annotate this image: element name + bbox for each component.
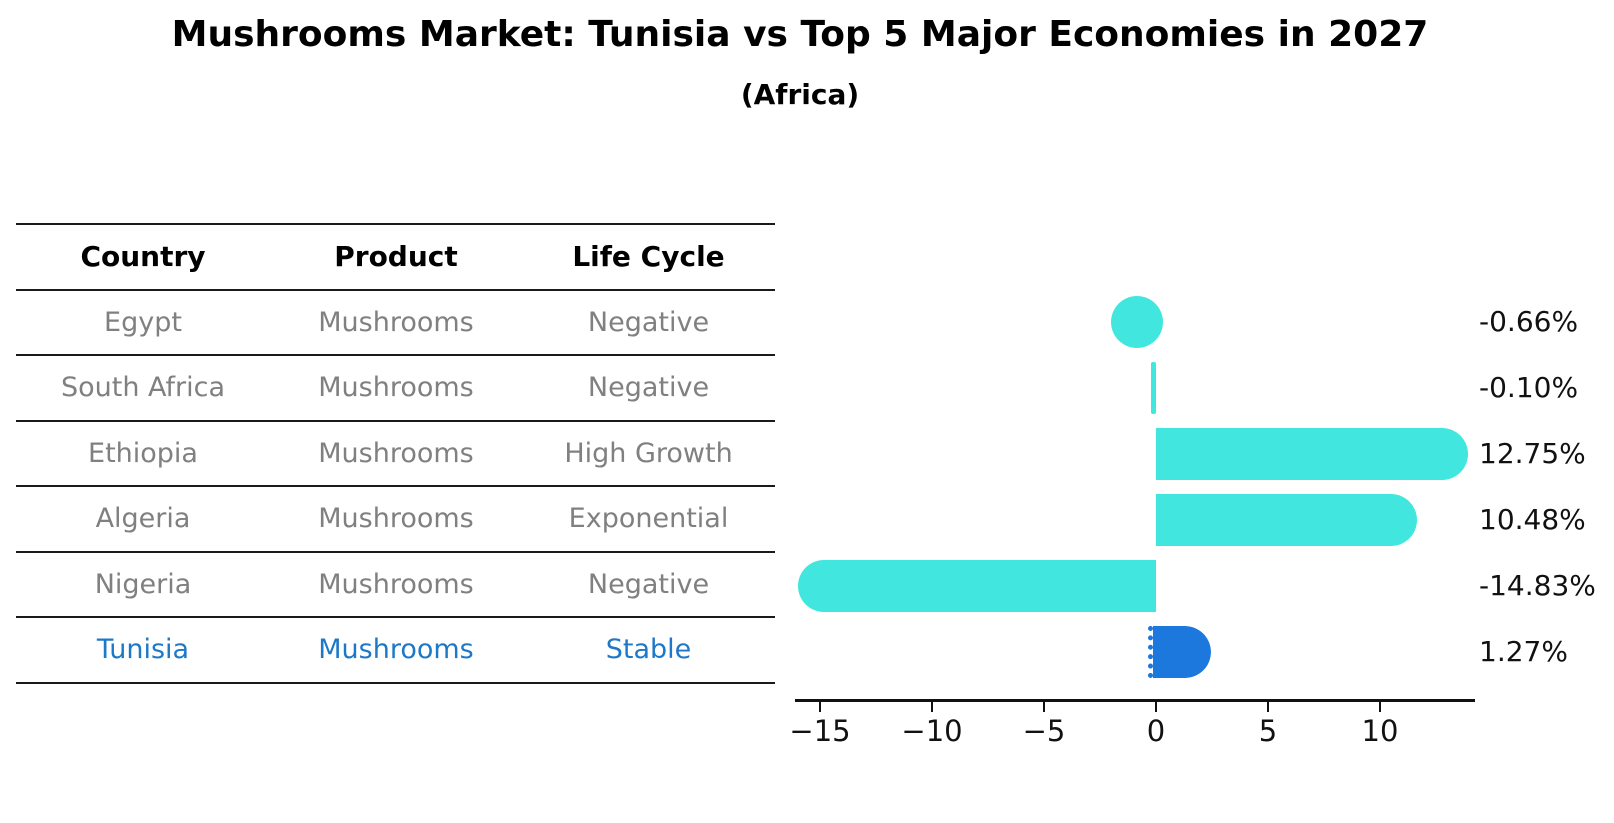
bar-south-africa: [1151, 362, 1156, 414]
bar-egypt: [1111, 296, 1163, 348]
x-tick: [1266, 702, 1270, 712]
x-tick: [1042, 702, 1046, 712]
table-cell-life_cycle: Negative: [587, 306, 710, 338]
bar-algeria: [1156, 494, 1417, 546]
table-cell-country: Tunisia: [96, 634, 190, 666]
table-cell-life_cycle: Exponential: [568, 503, 729, 535]
table-row: Ethiopia Mushrooms High Growth: [16, 422, 775, 487]
country-table: Country Product Life Cycle Egypt Mushrooms Ne…: [16, 223, 775, 684]
x-tick: [930, 702, 934, 712]
x-tick: [1378, 702, 1382, 712]
table-cell-product: Mushrooms: [318, 503, 474, 535]
table-row: Algeria Mushrooms Exponential: [16, 487, 775, 553]
x-tick-label: 0: [1146, 714, 1166, 748]
value-label-ethiopia: 12.75%: [1479, 437, 1586, 470]
table-cell-life_cycle: High Growth: [564, 437, 733, 469]
table-header-cell: Product: [334, 240, 458, 274]
x-tick-label: 5: [1258, 714, 1278, 748]
table-cell-product: Mushrooms: [318, 372, 474, 404]
table-row: Egypt Mushrooms Negative: [16, 291, 775, 356]
bar-tunisia: [1148, 626, 1212, 678]
chart-title: Mushrooms Market: Tunisia vs Top 5 Major…: [171, 14, 1429, 55]
value-label-egypt: -0.66%: [1479, 305, 1579, 338]
chart-subtitle: (Africa): [740, 78, 860, 111]
table-cell-product: Mushrooms: [318, 634, 474, 666]
table-header-cell: Country: [80, 240, 206, 274]
table-row: South Africa Mushrooms Negative: [16, 356, 775, 422]
bar-nigeria: [797, 560, 1156, 612]
table-cell-country: Ethiopia: [88, 437, 198, 469]
table-header-row: Country Product Life Cycle: [16, 225, 775, 291]
x-tick: [818, 702, 822, 712]
bar-ethiopia: [1156, 428, 1468, 480]
table-row: Tunisia Mushrooms Stable: [16, 618, 775, 684]
x-tick-label: −15: [789, 714, 851, 748]
table-cell-life_cycle: Stable: [605, 634, 692, 666]
table-cell-product: Mushrooms: [318, 437, 474, 469]
table-cell-life_cycle: Negative: [587, 568, 710, 600]
x-tick-label: −10: [901, 714, 963, 748]
table-cell-country: Egypt: [104, 306, 182, 338]
x-axis: [795, 699, 1475, 702]
table-cell-product: Mushrooms: [318, 306, 474, 338]
table-cell-country: Algeria: [95, 503, 191, 535]
table-header-cell: Life Cycle: [572, 240, 725, 274]
table-cell-life_cycle: Negative: [587, 372, 710, 404]
value-label-tunisia: 1.27%: [1479, 635, 1568, 668]
value-label-algeria: 10.48%: [1479, 503, 1586, 536]
x-tick: [1154, 702, 1158, 712]
table-row: Nigeria Mushrooms Negative: [16, 553, 775, 618]
x-tick-label: 10: [1361, 714, 1399, 748]
x-tick-label: −5: [1022, 714, 1066, 748]
value-label-nigeria: -14.83%: [1479, 569, 1596, 602]
table-cell-country: South Africa: [60, 372, 226, 404]
table-cell-product: Mushrooms: [318, 568, 474, 600]
table-cell-country: Nigeria: [94, 568, 192, 600]
value-label-south-africa: -0.10%: [1479, 371, 1579, 404]
